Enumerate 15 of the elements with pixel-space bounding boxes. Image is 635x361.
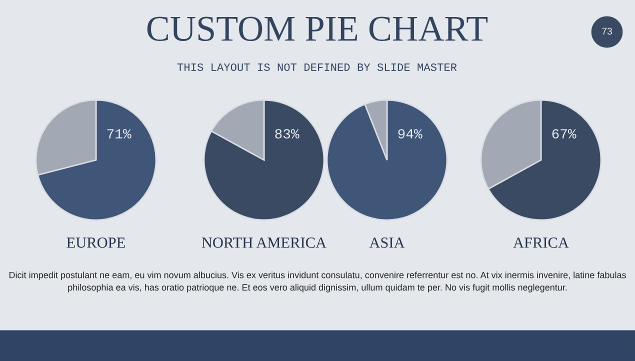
text: 73 bbox=[602, 28, 612, 35]
data-label: 94% bbox=[398, 129, 422, 139]
data-label: 83% bbox=[275, 129, 300, 139]
text: THIS LAYOUT IS NOT DEFINED BY SLIDE MASTER bbox=[177, 63, 457, 71]
text: NORTH AMERICA bbox=[202, 238, 326, 248]
text: Dicit impedit postulant ne eam, eu vim novum albucius. Vis ex veritus invidunt consulatu, convenire referrentur est no. At vix inermis invenire, latine fabulas philosophia ea vis, has oratio patrioque ne. Et eos vero aliquid dignissim, ullum quidam te per. No vis fugit mollis neglegentur. bbox=[9, 272, 626, 292]
data-label: 67% bbox=[552, 129, 576, 139]
text: ASIA bbox=[369, 238, 405, 248]
pie-slice bbox=[203, 99, 325, 221]
data-label: 71% bbox=[107, 129, 132, 138]
text: EUROPE bbox=[66, 238, 125, 248]
pie-slice bbox=[37, 99, 157, 221]
text: AFRICA bbox=[513, 238, 569, 248]
pie-slice bbox=[326, 99, 448, 221]
text: CUSTOM PIE CHART bbox=[147, 16, 488, 42]
